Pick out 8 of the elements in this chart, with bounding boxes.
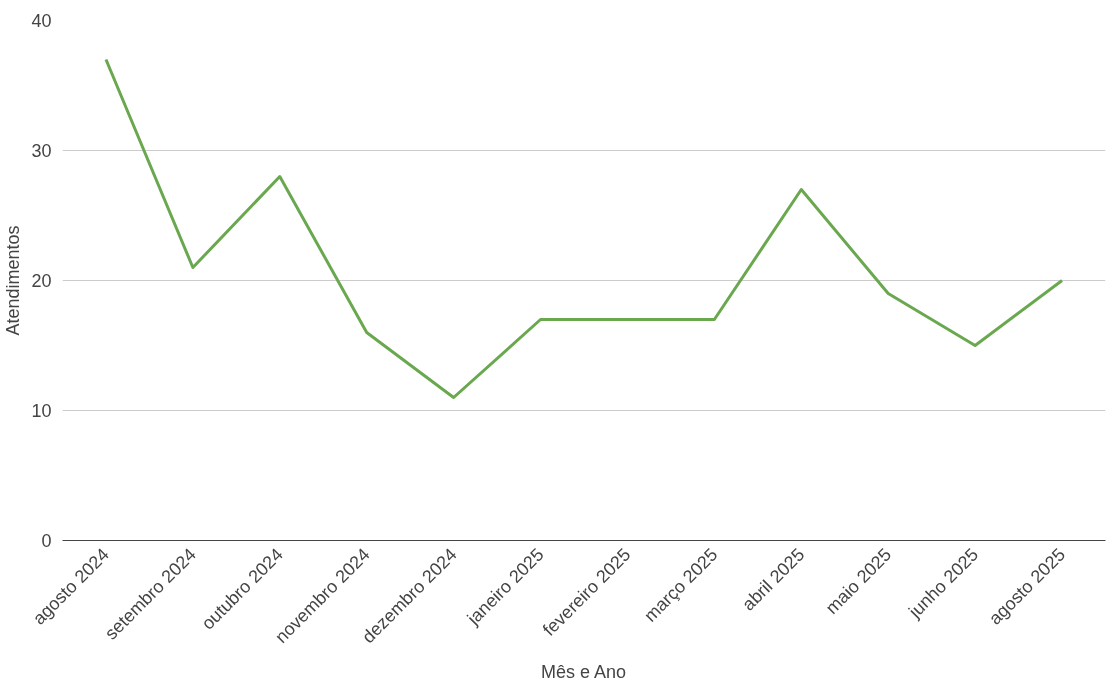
y-tick-label: 20 xyxy=(31,271,52,291)
x-axis-title: Mês e Ano xyxy=(540,662,627,683)
y-tick-label: 0 xyxy=(41,531,52,551)
line-series xyxy=(104,58,1064,399)
y-axis-title: Atendimentos xyxy=(3,225,24,336)
y-tick-label: 40 xyxy=(31,11,52,31)
y-tick-label: 30 xyxy=(31,141,52,161)
y-tick-label: 10 xyxy=(31,401,52,421)
